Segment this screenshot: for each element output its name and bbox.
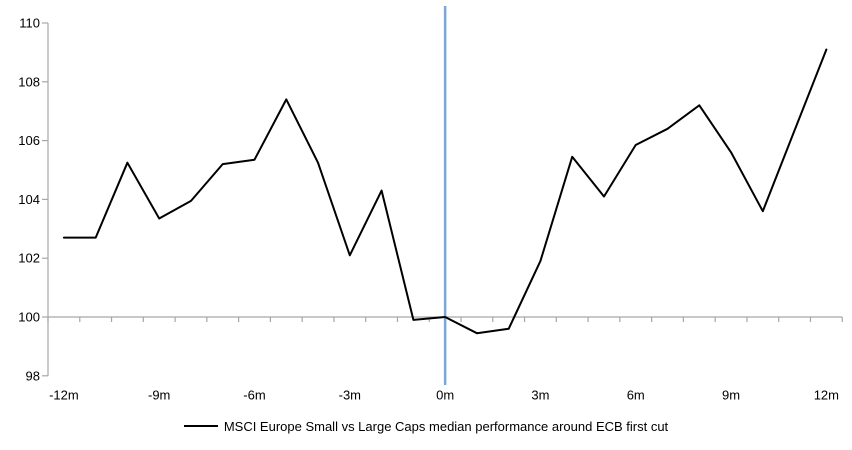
y-axis-label: 102 [18, 251, 40, 266]
x-axis-label: 12m [814, 388, 839, 403]
y-axis-label: 104 [18, 192, 40, 207]
y-axis-label: 106 [18, 133, 40, 148]
x-axis-label: -9m [148, 388, 170, 403]
y-axis-label: 110 [19, 16, 40, 31]
y-axis-label: 98 [26, 368, 40, 383]
x-axis-label: 3m [531, 388, 549, 403]
y-axis-label: 100 [18, 310, 40, 325]
x-axis-label: -6m [243, 388, 265, 403]
x-axis-label: -12m [49, 388, 79, 403]
legend-label: MSCI Europe Small vs Large Caps median p… [223, 418, 669, 434]
x-axis-label: 9m [722, 388, 740, 403]
y-axis-label: 108 [18, 74, 40, 89]
x-axis-label: 6m [627, 388, 645, 403]
chart-legend: MSCI Europe Small vs Large Caps median p… [0, 418, 852, 434]
legend-line-swatch [183, 425, 218, 427]
series-line [62, 48, 828, 335]
x-axis-label: -3m [339, 388, 361, 403]
x-axis-label: 0m [436, 388, 454, 403]
